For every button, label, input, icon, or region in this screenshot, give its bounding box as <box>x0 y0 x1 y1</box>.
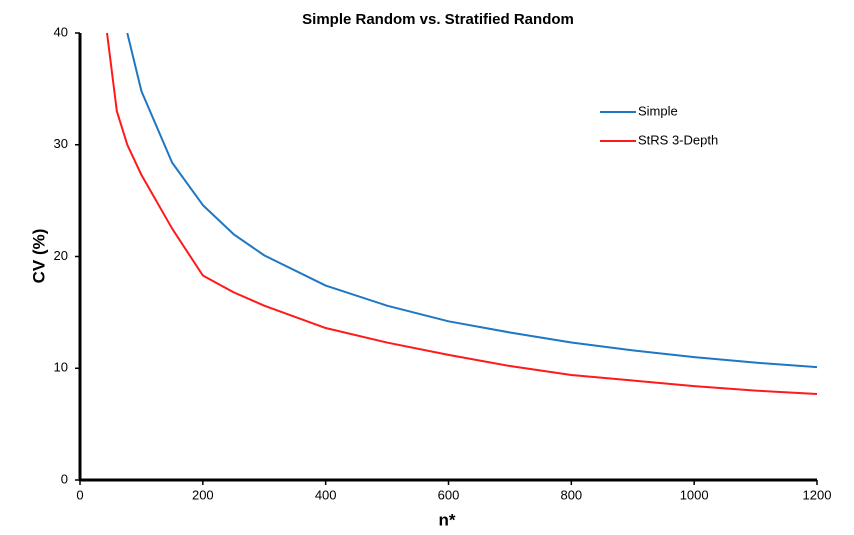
legend-label: StRS 3-Depth <box>638 132 718 147</box>
y-axis-title: CV (%) <box>29 229 48 284</box>
y-tick-label: 40 <box>54 24 68 39</box>
y-tick-label: 0 <box>61 471 68 486</box>
x-tick-label: 1000 <box>680 487 709 502</box>
x-tick-label: 600 <box>438 487 460 502</box>
y-tick-label: 30 <box>54 136 68 151</box>
y-tick-label: 10 <box>54 360 68 375</box>
y-tick-label: 20 <box>54 248 68 263</box>
x-tick-label: 400 <box>315 487 337 502</box>
x-tick-label: 800 <box>560 487 582 502</box>
x-tick-label: 0 <box>76 487 83 502</box>
chart-title: Simple Random vs. Stratified Random <box>302 11 574 28</box>
legend-label: Simple <box>638 103 678 118</box>
x-axis-title: n* <box>439 510 456 529</box>
x-tick-label: 200 <box>192 487 214 502</box>
x-tick-label: 1200 <box>803 487 832 502</box>
series-line <box>106 32 818 395</box>
series-line <box>126 32 818 369</box>
